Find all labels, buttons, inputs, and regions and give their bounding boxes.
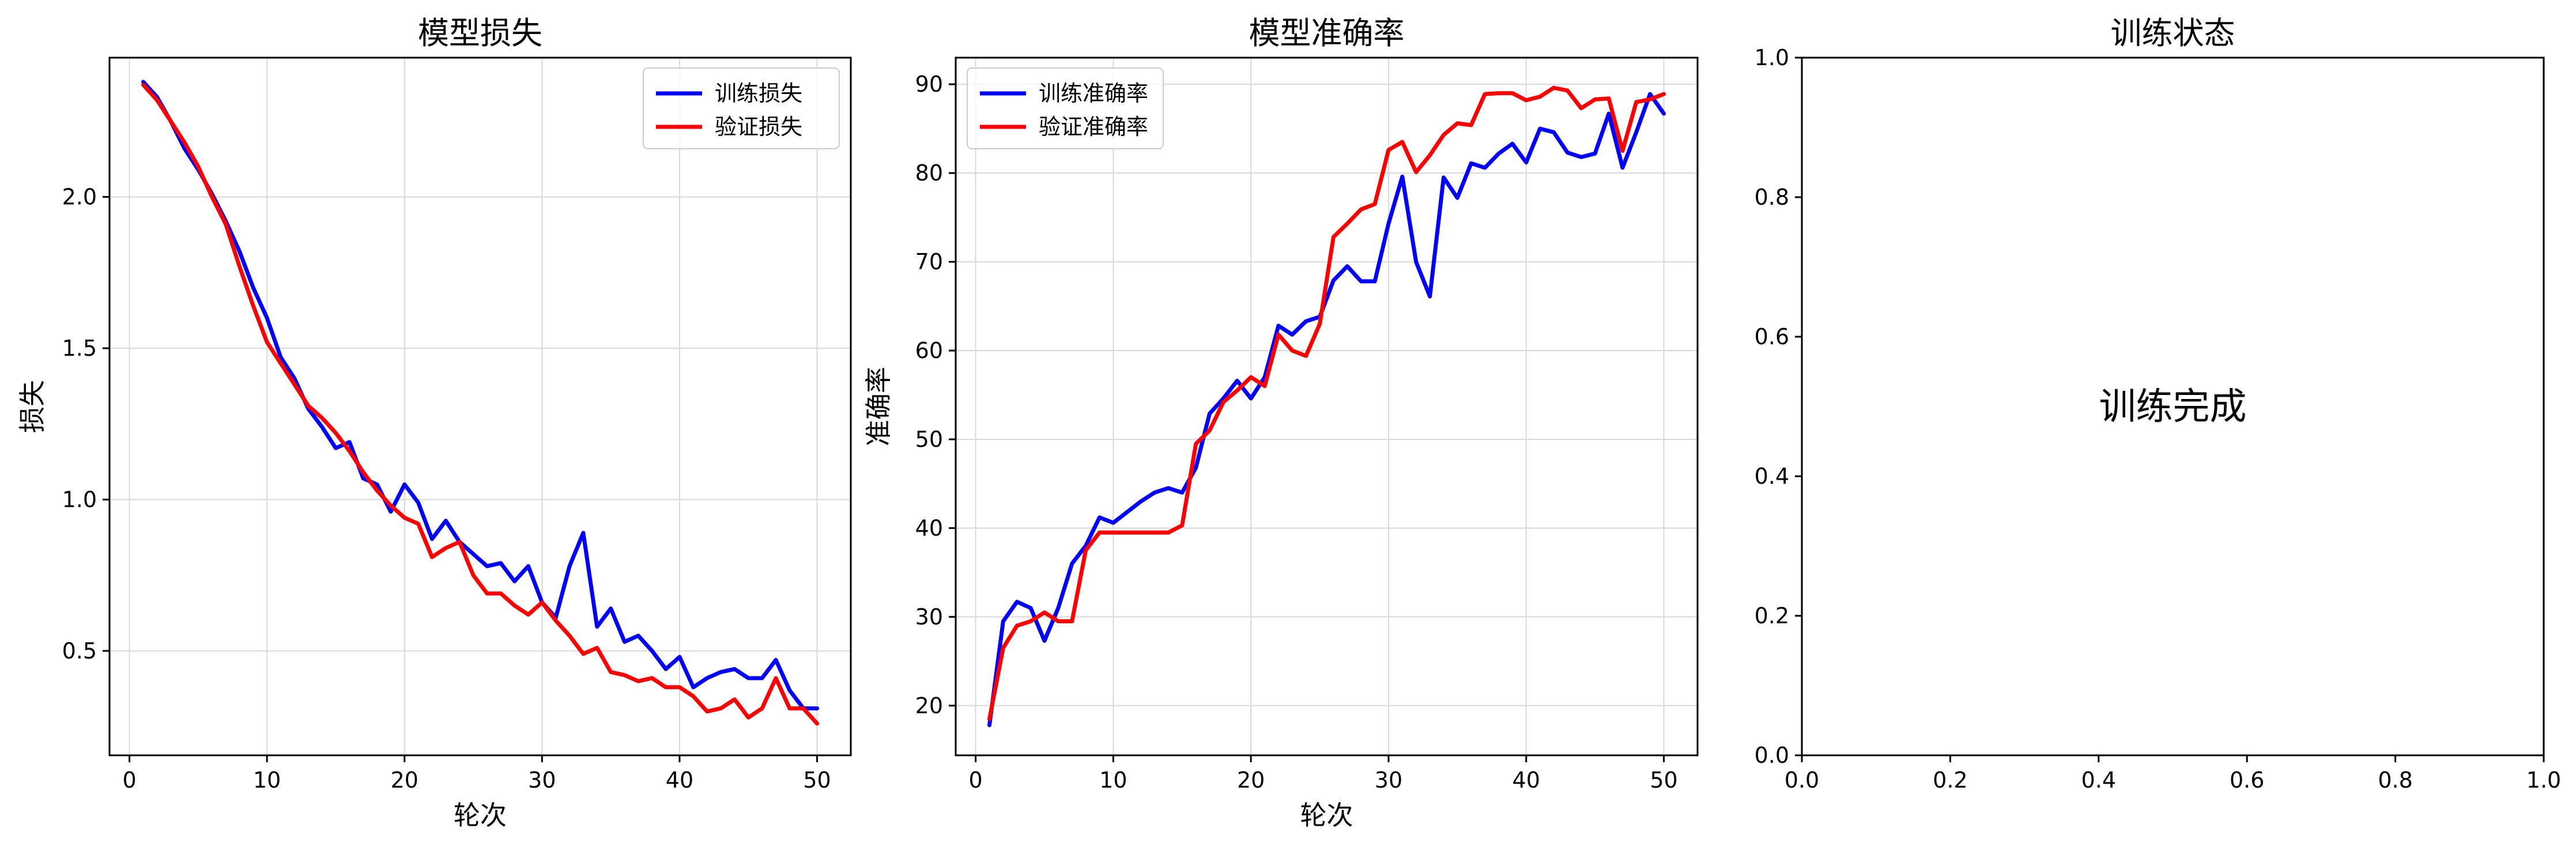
- status-y-tick-label-5: 1.0: [1755, 45, 1789, 70]
- status-plot-frame: [1801, 57, 2545, 756]
- accuracy-y-tick-label-0: 20: [915, 693, 943, 718]
- status-y-tick-label-3: 0.6: [1755, 324, 1789, 349]
- accuracy-y-tick-label-1: 30: [915, 604, 943, 630]
- status-y-tick-label-2: 0.4: [1755, 464, 1789, 489]
- accuracy-legend-label-1: 验证准确率: [1039, 114, 1148, 140]
- status-y-tick-label-1: 0.2: [1755, 603, 1789, 628]
- status-x-tick-label-2: 0.4: [2081, 767, 2116, 793]
- accuracy-y-tick-label-2: 40: [915, 515, 943, 541]
- accuracy-y-tick-label-7: 90: [915, 71, 943, 97]
- accuracy-x-tick-label-1: 10: [1099, 767, 1127, 793]
- accuracy-series-line-1: [987, 85, 1666, 721]
- loss-x-tick-label-0: 0: [123, 767, 137, 793]
- loss-x-tick-label-3: 30: [528, 767, 556, 793]
- status-x-tick-label-4: 0.8: [2378, 767, 2412, 793]
- accuracy-chart-title: 模型准确率: [1249, 15, 1405, 51]
- loss-chart-title: 模型损失: [418, 15, 542, 51]
- accuracy-x-tick-label-5: 50: [1650, 767, 1677, 793]
- loss-y-tick-label-0: 0.5: [62, 638, 97, 664]
- loss-x-tick-label-1: 10: [253, 767, 281, 793]
- loss-x-tick-label-2: 20: [391, 767, 418, 793]
- status-y-tick-label-0: 0.0: [1755, 743, 1789, 768]
- accuracy-y-tick-label-3: 50: [915, 427, 943, 452]
- accuracy-legend-label-0: 训练准确率: [1039, 81, 1148, 106]
- status-y-tick-label-4: 0.8: [1755, 185, 1789, 210]
- status-x-tick-label-0: 0.0: [1785, 767, 1819, 793]
- status-x-tick-label-1: 0.2: [1933, 767, 1967, 793]
- accuracy-y-tick-label-5: 70: [915, 249, 943, 274]
- accuracy-plot-frame: [955, 57, 1699, 756]
- loss-y-axis-label: 损失: [17, 380, 48, 433]
- status-panel: 0.0 0.2 0.4 0.6 0.8 1.0 0.0 0.2 0.4 0.6 0.8 1.0 训练状态…: [1755, 15, 2562, 793]
- status-x-tick-label-3: 0.6: [2230, 767, 2264, 793]
- accuracy-y-tick-label-6: 80: [915, 160, 943, 186]
- loss-x-tick-label-5: 50: [803, 767, 831, 793]
- loss-x-tick-label-4: 40: [666, 767, 693, 793]
- status-center-text: 训练完成: [2099, 386, 2247, 428]
- accuracy-x-tick-label-4: 40: [1513, 767, 1540, 793]
- accuracy-series-line-0: [987, 92, 1666, 728]
- loss-y-tick-label-1: 1.0: [62, 487, 97, 512]
- loss-series-line-1: [141, 82, 819, 726]
- loss-y-tick-label-2: 1.5: [62, 336, 97, 361]
- status-x-tick-label-5: 1.0: [2526, 767, 2561, 793]
- accuracy-x-axis-label: 轮次: [1300, 800, 1353, 831]
- accuracy-x-tick-label-3: 30: [1375, 767, 1402, 793]
- loss-plot-frame: [108, 57, 852, 756]
- accuracy-y-tick-label-4: 60: [915, 338, 943, 363]
- status-chart-title: 训练状态: [2111, 15, 2235, 51]
- loss-y-tick-label-3: 2.0: [62, 184, 97, 209]
- loss-series-line-0: [141, 80, 819, 711]
- loss-x-axis-label: 轮次: [454, 800, 507, 831]
- accuracy-y-axis-label: 准确率: [863, 367, 894, 446]
- accuracy-x-tick-label-2: 20: [1237, 767, 1265, 793]
- loss-legend-label-1: 验证损失: [715, 114, 802, 140]
- accuracy-x-tick-label-0: 0: [969, 767, 983, 793]
- loss-legend-label-0: 训练损失: [715, 81, 802, 106]
